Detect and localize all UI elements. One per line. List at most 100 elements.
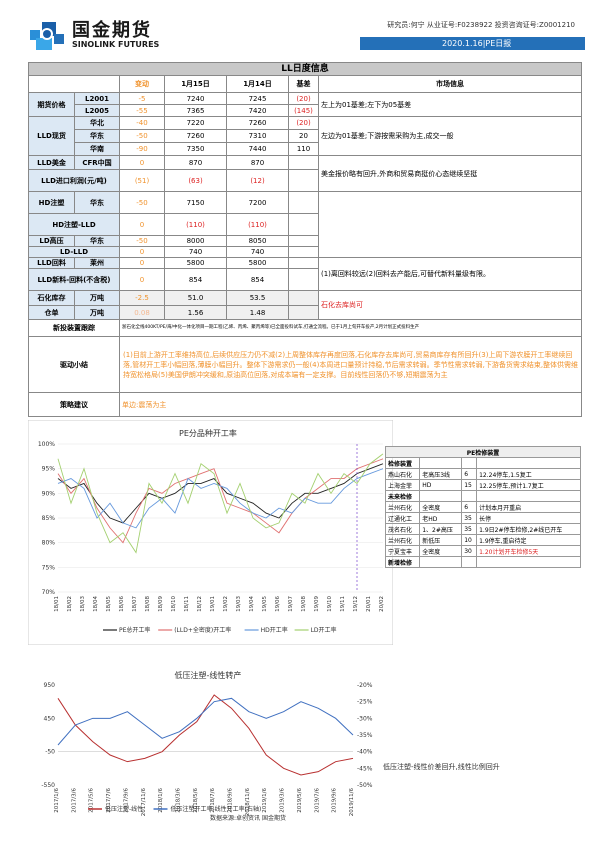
maintenance-cell: 兰州石化 xyxy=(384,534,421,546)
x-tick-label: 2017/1/6 xyxy=(54,788,60,813)
x-tick-label: 19/05 xyxy=(262,596,268,612)
cell-change: 0.08 xyxy=(119,305,165,320)
col-date1: 1月15日 xyxy=(164,75,227,93)
maintenance-cell: 35 xyxy=(461,512,478,524)
strategy-text: 单边:震荡为主 xyxy=(118,392,583,417)
row-name: 华北 xyxy=(74,116,120,130)
cell-value: 7440 xyxy=(226,142,289,156)
cell-change: 0 xyxy=(119,268,165,291)
maintenance-cell xyxy=(419,457,463,469)
x-tick-label: 19/08 xyxy=(301,596,307,612)
usd-label: LLD美金 xyxy=(28,155,75,170)
cell-value: 870 xyxy=(226,155,289,170)
x-tick-label: 19/09 xyxy=(314,596,320,612)
cell-basis: (20) xyxy=(288,116,319,130)
x-tick-label: 2018/5/6 xyxy=(193,788,199,813)
usd-sub: CFR中国 xyxy=(74,155,120,170)
cell-value: 5800 xyxy=(164,257,227,269)
series-line xyxy=(57,697,354,746)
cell-basis: (20) xyxy=(288,92,319,105)
chart2-note: 低压注塑-线性价差回升,线性比例回升 xyxy=(383,763,500,771)
x-tick-label: 19/02 xyxy=(223,596,229,612)
cell-value: 1.56 xyxy=(164,305,227,320)
cell-value: (110) xyxy=(164,213,227,236)
hd-lld-label: HD注塑-LLD xyxy=(28,213,120,236)
maintenance-row: 茂名石化 1、2#高压 35 1.9日2#停车检修,2#线已开车 xyxy=(384,523,581,535)
x-tick-label: 2018/1/6 xyxy=(158,788,164,813)
y-tick-label: 95% xyxy=(42,466,56,473)
maintenance-cell: 1.9日2#停车检修,2#线已开车 xyxy=(476,523,581,535)
maintenance-row: 兰州石化 新低压 10 1.9停车,重启待定 xyxy=(384,534,581,546)
maintenance-cell xyxy=(461,457,478,469)
x-tick-label: 2018/7/6 xyxy=(210,788,216,813)
y-right-tick-label: -40% xyxy=(357,749,373,756)
y-left-tick-label: 450 xyxy=(44,715,56,722)
new-device-text: 浙石化全线400KT/PE/海/中化一体化项目一期工程(乙烯、丙烯、聚丙烯等)已… xyxy=(118,319,583,337)
x-tick-label: 2017/3/6 xyxy=(71,788,77,813)
hd-ld-info xyxy=(317,191,583,258)
cell-value: 7310 xyxy=(226,129,289,143)
maintenance-cell: 6 xyxy=(461,468,478,480)
maintenance-cell: 1.9停车,重启待定 xyxy=(476,534,581,546)
maintenance-cell: 35 xyxy=(461,523,478,535)
maintenance-cell: 宁夏宝丰 xyxy=(384,545,421,557)
maintenance-cell: 兰州石化 xyxy=(384,501,421,513)
maintenance-row: 兰州石化 全密度 6 计划本月开重启 xyxy=(384,501,581,513)
maintenance-row: 检修装置 xyxy=(384,457,581,469)
x-tick-label: 18/06 xyxy=(119,596,125,612)
cell-change: -5 xyxy=(119,92,165,105)
y-tick-label: 90% xyxy=(42,490,56,497)
maintenance-cell xyxy=(476,490,581,502)
cell-change: 0 xyxy=(119,213,165,236)
maintenance-cell: 6 xyxy=(461,501,478,513)
cell-value: (63) xyxy=(164,169,227,192)
maintenance-row: 宁夏宝丰 全密度 30 1.20计划开车检修5天 xyxy=(384,545,581,557)
x-tick-label: 2019/11/6 xyxy=(349,788,355,817)
cell-value: 7240 xyxy=(164,92,227,105)
row-name: L2005 xyxy=(74,104,120,117)
spot-label: LLD现货 xyxy=(28,116,75,156)
maintenance-cell: 全密度 xyxy=(419,501,463,513)
legend-label: 低压注塑-线性 xyxy=(105,805,143,813)
ld-lld-label: LD-LLD xyxy=(28,246,120,258)
maintenance-cell: 新增检修 xyxy=(384,556,421,568)
x-tick-label: 2019/1/6 xyxy=(262,788,268,813)
warrant-label: 仓单 xyxy=(28,305,75,320)
x-tick-label: 18/11 xyxy=(184,596,190,612)
x-tick-label: 20/01 xyxy=(366,596,372,612)
new-device-label: 新投装置跟踪 xyxy=(28,319,120,337)
cell-change: -50 xyxy=(119,235,165,247)
warrant-unit: 万吨 xyxy=(74,305,120,320)
y-right-tick-label: -20% xyxy=(357,682,373,689)
maintenance-row: 新增检修 xyxy=(384,556,581,568)
maintenance-cell: 未来检修 xyxy=(384,490,421,502)
x-tick-label: 2018/9/6 xyxy=(228,788,234,813)
y-right-tick-label: -45% xyxy=(357,765,373,772)
cell-change: 0 xyxy=(119,246,165,258)
maintenance-row: 未来检修 xyxy=(384,490,581,502)
cell-value: 7220 xyxy=(164,116,227,130)
cell-value: (110) xyxy=(226,213,289,236)
analyst-license: 研究员:何宁 从业证号:F0238922 投资咨询证号:Z0001210 xyxy=(387,21,575,29)
cell-change: 0 xyxy=(119,155,165,170)
x-tick-label: 19/06 xyxy=(275,596,281,612)
x-tick-label: 19/07 xyxy=(288,596,294,612)
x-tick-label: 18/01 xyxy=(54,596,60,612)
recycle-info: (1)离回料较远(2)回料去产能后,可替代新料量级有限。 xyxy=(317,257,583,291)
hd-label: HD注塑 xyxy=(28,191,75,214)
y-right-tick-label: -50% xyxy=(357,782,373,789)
row-name: L2001 xyxy=(74,92,120,105)
x-tick-label: 18/10 xyxy=(171,596,177,612)
inventory-info: 石化去库尚可 xyxy=(317,290,583,320)
row-name: 华南 xyxy=(74,142,120,156)
usd-info: 美金报价略有回升,外商和贸易商挺价心态继续坚挺 xyxy=(317,155,583,192)
maintenance-row: 燕山石化 老高压3线 6 12.24停车,1.5复工 xyxy=(384,468,581,480)
y-tick-label: 100% xyxy=(38,441,55,448)
maintenance-table: PE检修装置 检修装置 燕山石化 老高压3线 6 12.24停车,1.5复工 上海金菲 HD… xyxy=(384,446,581,568)
cell-change: -50 xyxy=(119,191,165,214)
series-line xyxy=(57,453,384,554)
new-recycle-label: LLD新料-回料(不含税) xyxy=(28,268,120,291)
cell-value: 854 xyxy=(226,268,289,291)
y-left-tick-label: -50 xyxy=(45,749,55,756)
maintenance-cell: 上海金菲 xyxy=(384,479,421,491)
